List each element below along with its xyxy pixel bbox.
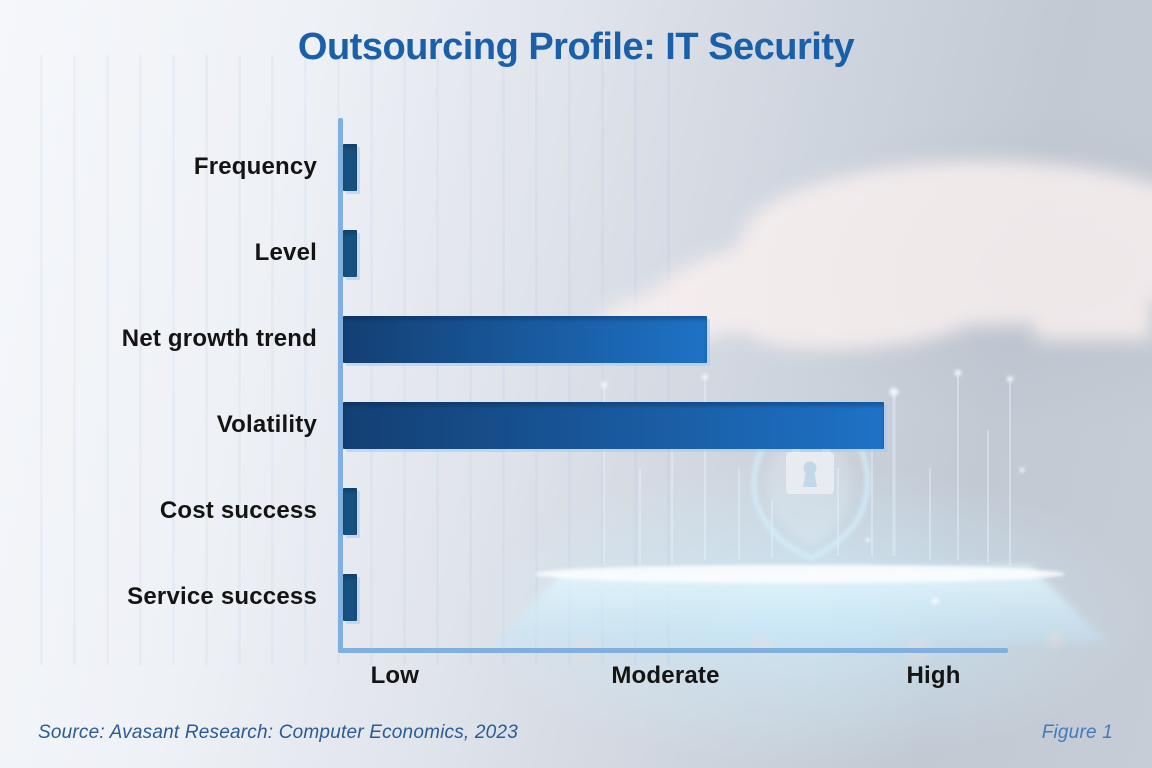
chart-row: Frequency bbox=[0, 124, 1008, 210]
x-axis-ticks: Low Moderate High bbox=[343, 662, 1008, 698]
chart-rows: Frequency Level Net growth trend Volatility… bbox=[0, 124, 1008, 640]
hovering-hand-image bbox=[595, 161, 1152, 350]
chart-row: Service success bbox=[0, 554, 1008, 640]
bar-track bbox=[343, 487, 1008, 535]
chart-row: Volatility bbox=[0, 382, 1008, 468]
x-tick-label: Low bbox=[370, 662, 420, 689]
category-label: Net growth trend bbox=[121, 325, 317, 352]
chart-row: Net growth trend bbox=[0, 296, 1008, 382]
figure-label: Figure 1 bbox=[1041, 722, 1113, 743]
bar bbox=[343, 143, 357, 191]
category-label: Volatility bbox=[216, 411, 317, 438]
x-axis-line bbox=[338, 648, 1008, 653]
source-note: Source: Avasant Research: Computer Econo… bbox=[38, 722, 518, 743]
x-tick-label: Moderate bbox=[611, 662, 720, 689]
y-axis-line bbox=[338, 118, 343, 652]
category-label: Frequency bbox=[193, 153, 317, 180]
category-label: Service success bbox=[127, 583, 317, 610]
bar bbox=[343, 315, 707, 363]
page-title: Outsourcing Profile: IT Security bbox=[297, 26, 855, 68]
bar bbox=[343, 573, 357, 621]
bar bbox=[343, 229, 357, 277]
x-tick-label: High bbox=[906, 662, 961, 689]
bar-track bbox=[343, 401, 1008, 449]
bar bbox=[343, 401, 885, 449]
bar-track bbox=[343, 315, 1008, 363]
bar-track bbox=[343, 143, 1008, 191]
chart-row: Cost success bbox=[0, 468, 1008, 554]
bar-track bbox=[343, 229, 1008, 277]
hologram-tablet-glow bbox=[492, 565, 1108, 648]
bar bbox=[343, 487, 357, 535]
category-label: Cost success bbox=[159, 497, 317, 524]
bar-track bbox=[343, 573, 1008, 621]
category-label: Level bbox=[254, 239, 317, 266]
chart-row: Level bbox=[0, 210, 1008, 296]
